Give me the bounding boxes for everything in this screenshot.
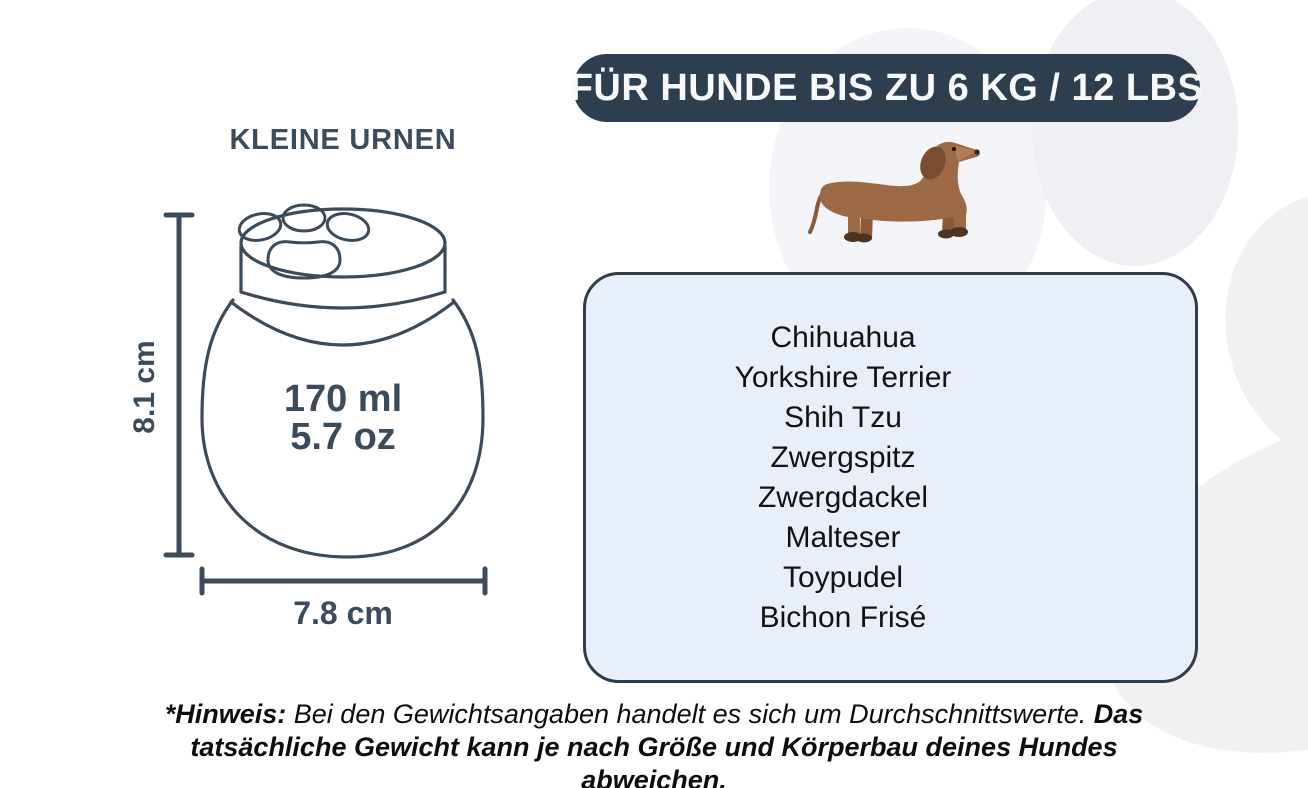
breed-item: Chihuahua xyxy=(770,320,916,354)
urn-lid-top xyxy=(239,207,447,279)
footnote-regular: Bei den Gewichtsangaben handelt es sich … xyxy=(293,699,1087,729)
dog-far-legs xyxy=(856,212,955,243)
dog-nose xyxy=(974,149,980,155)
footnote-bold-suffix: Das tatsächliche Gewicht kann je nach Gr… xyxy=(190,699,1144,788)
urn-body-outline xyxy=(200,298,485,559)
urn-height-label: 8.1 cm xyxy=(128,340,161,433)
width-dimension-line xyxy=(199,566,488,596)
section-title: KLEINE URNEN xyxy=(229,124,457,156)
breed-item: Shih Tzu xyxy=(784,400,902,434)
urn-width-label: 7.8 cm xyxy=(293,595,393,631)
footnote-bold-prefix: *Hinweis: xyxy=(164,699,287,729)
dog-rear-foot xyxy=(844,232,862,242)
breed-item: Yorkshire Terrier xyxy=(734,360,952,394)
breed-item: Zwergspitz xyxy=(770,440,916,474)
background-paw-toe xyxy=(1032,0,1238,266)
weight-limit-banner: FÜR HUNDE BIS ZU 6 KG / 12 LBS xyxy=(570,54,1203,122)
dog-muzzle xyxy=(955,146,976,161)
breed-item: Malteser xyxy=(785,520,901,554)
dachshund-illustration xyxy=(808,141,980,243)
dog-ear xyxy=(920,146,946,180)
height-dimension-line xyxy=(163,212,195,558)
dog-front-foot xyxy=(950,227,968,237)
dog-eye xyxy=(952,147,956,151)
footnote: *Hinweis: Bei den Gewichtsangaben handel… xyxy=(154,698,1154,788)
lid-paw-print-icon xyxy=(237,203,371,280)
weight-limit-label: FÜR HUNDE BIS ZU 6 KG / 12 LBS xyxy=(569,66,1204,109)
breed-item: Toypudel xyxy=(782,560,904,594)
dog-body xyxy=(820,141,980,237)
urn-volume-oz: 5.7 oz xyxy=(290,416,396,458)
urn-shoulder-line xyxy=(229,300,456,347)
breed-item: Bichon Frisé xyxy=(759,600,927,634)
breed-list-box: Chihuahua Yorkshire Terrier Shih Tzu Zwe… xyxy=(583,272,1198,683)
breed-item: Zwergdackel xyxy=(757,480,929,514)
urn-diagram: 170 ml 5.7 oz 8.1 cm 7.8 cm xyxy=(128,203,488,631)
urn-volume-ml: 170 ml xyxy=(284,378,402,420)
